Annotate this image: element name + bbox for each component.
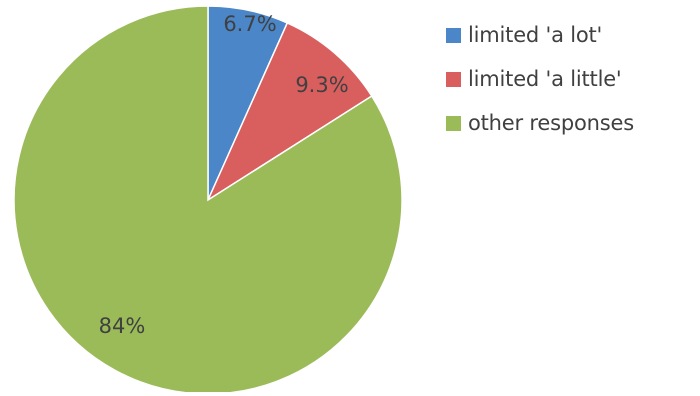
data-label-limited-a-little: 9.3% — [295, 73, 348, 97]
data-label-limited-a-lot: 6.7% — [223, 12, 276, 36]
legend-item-limited-a-lot: limited 'a lot' — [446, 20, 634, 50]
data-label-other-responses: 84% — [99, 314, 146, 338]
pie-slice-limited-a-little — [206, 21, 373, 202]
pie-slice-other-responses — [13, 5, 403, 395]
legend-label-other-responses: other responses — [468, 111, 634, 135]
legend-item-other-responses: other responses — [446, 108, 634, 138]
legend-item-limited-a-little: limited 'a little' — [446, 64, 634, 94]
legend-label-limited-a-little: limited 'a little' — [468, 67, 622, 91]
chart-legend: limited 'a lot' limited 'a little' other… — [446, 20, 634, 152]
legend-label-limited-a-lot: limited 'a lot' — [468, 23, 603, 47]
legend-swatch-limited-a-little — [446, 71, 461, 87]
legend-swatch-other-responses — [446, 115, 461, 131]
legend-swatch-limited-a-lot — [446, 27, 461, 43]
